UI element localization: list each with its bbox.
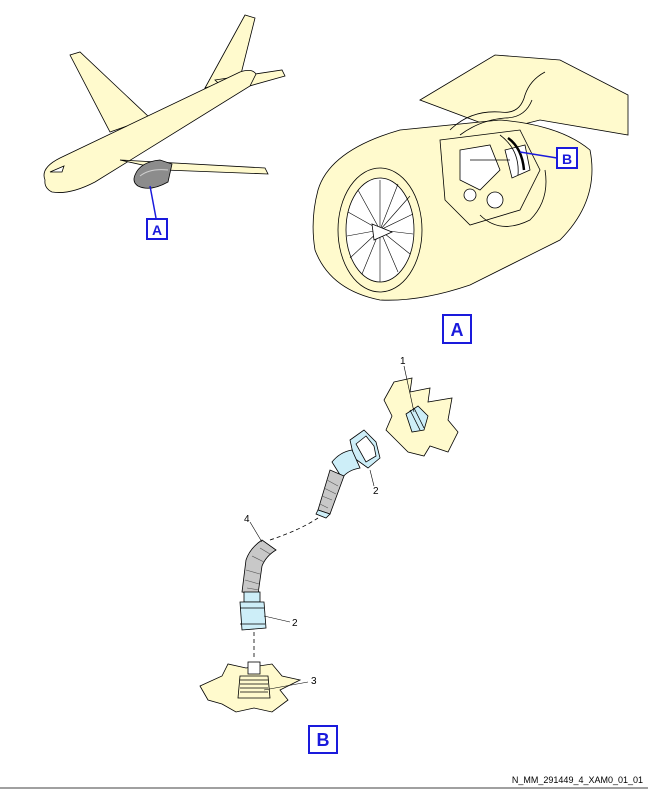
engine-illustration xyxy=(312,54,629,301)
drawing-reference: N_MM_291449_4_XAM0_01_01 xyxy=(512,775,643,785)
view-a-title-label: A xyxy=(451,320,464,340)
lower-b-nut xyxy=(239,591,267,631)
aircraft-illustration xyxy=(43,14,286,193)
upper-b-nut xyxy=(331,429,381,479)
hose-continuation-dashed xyxy=(269,517,319,541)
callout-a-aircraft[interactable]: A xyxy=(146,218,168,240)
leader-line-a xyxy=(149,185,157,219)
upper-union-fitting xyxy=(405,405,429,433)
view-b-title-label: B xyxy=(317,730,330,750)
lower-braided-hose xyxy=(241,539,277,595)
engine-nacelle-highlight xyxy=(133,159,173,189)
lower-union-fitting xyxy=(237,661,271,699)
view-b-title: B xyxy=(308,725,338,754)
leader-line-b xyxy=(519,151,558,159)
item-leader-lines xyxy=(249,365,415,691)
callout-a-aircraft-label: A xyxy=(152,222,162,238)
callout-b-engine[interactable]: B xyxy=(556,147,578,169)
callout-b-engine-label: B xyxy=(562,151,572,167)
item-number-3: 3 xyxy=(311,676,317,687)
upper-braided-hose xyxy=(315,469,345,519)
highlighted-hose-location xyxy=(507,136,526,171)
item-number-2-lower: 2 xyxy=(292,618,298,629)
item-number-2-upper: 2 xyxy=(373,486,379,497)
item-number-4: 4 xyxy=(244,514,250,525)
view-a-title: A xyxy=(442,314,472,344)
item-number-1: 1 xyxy=(400,356,406,367)
